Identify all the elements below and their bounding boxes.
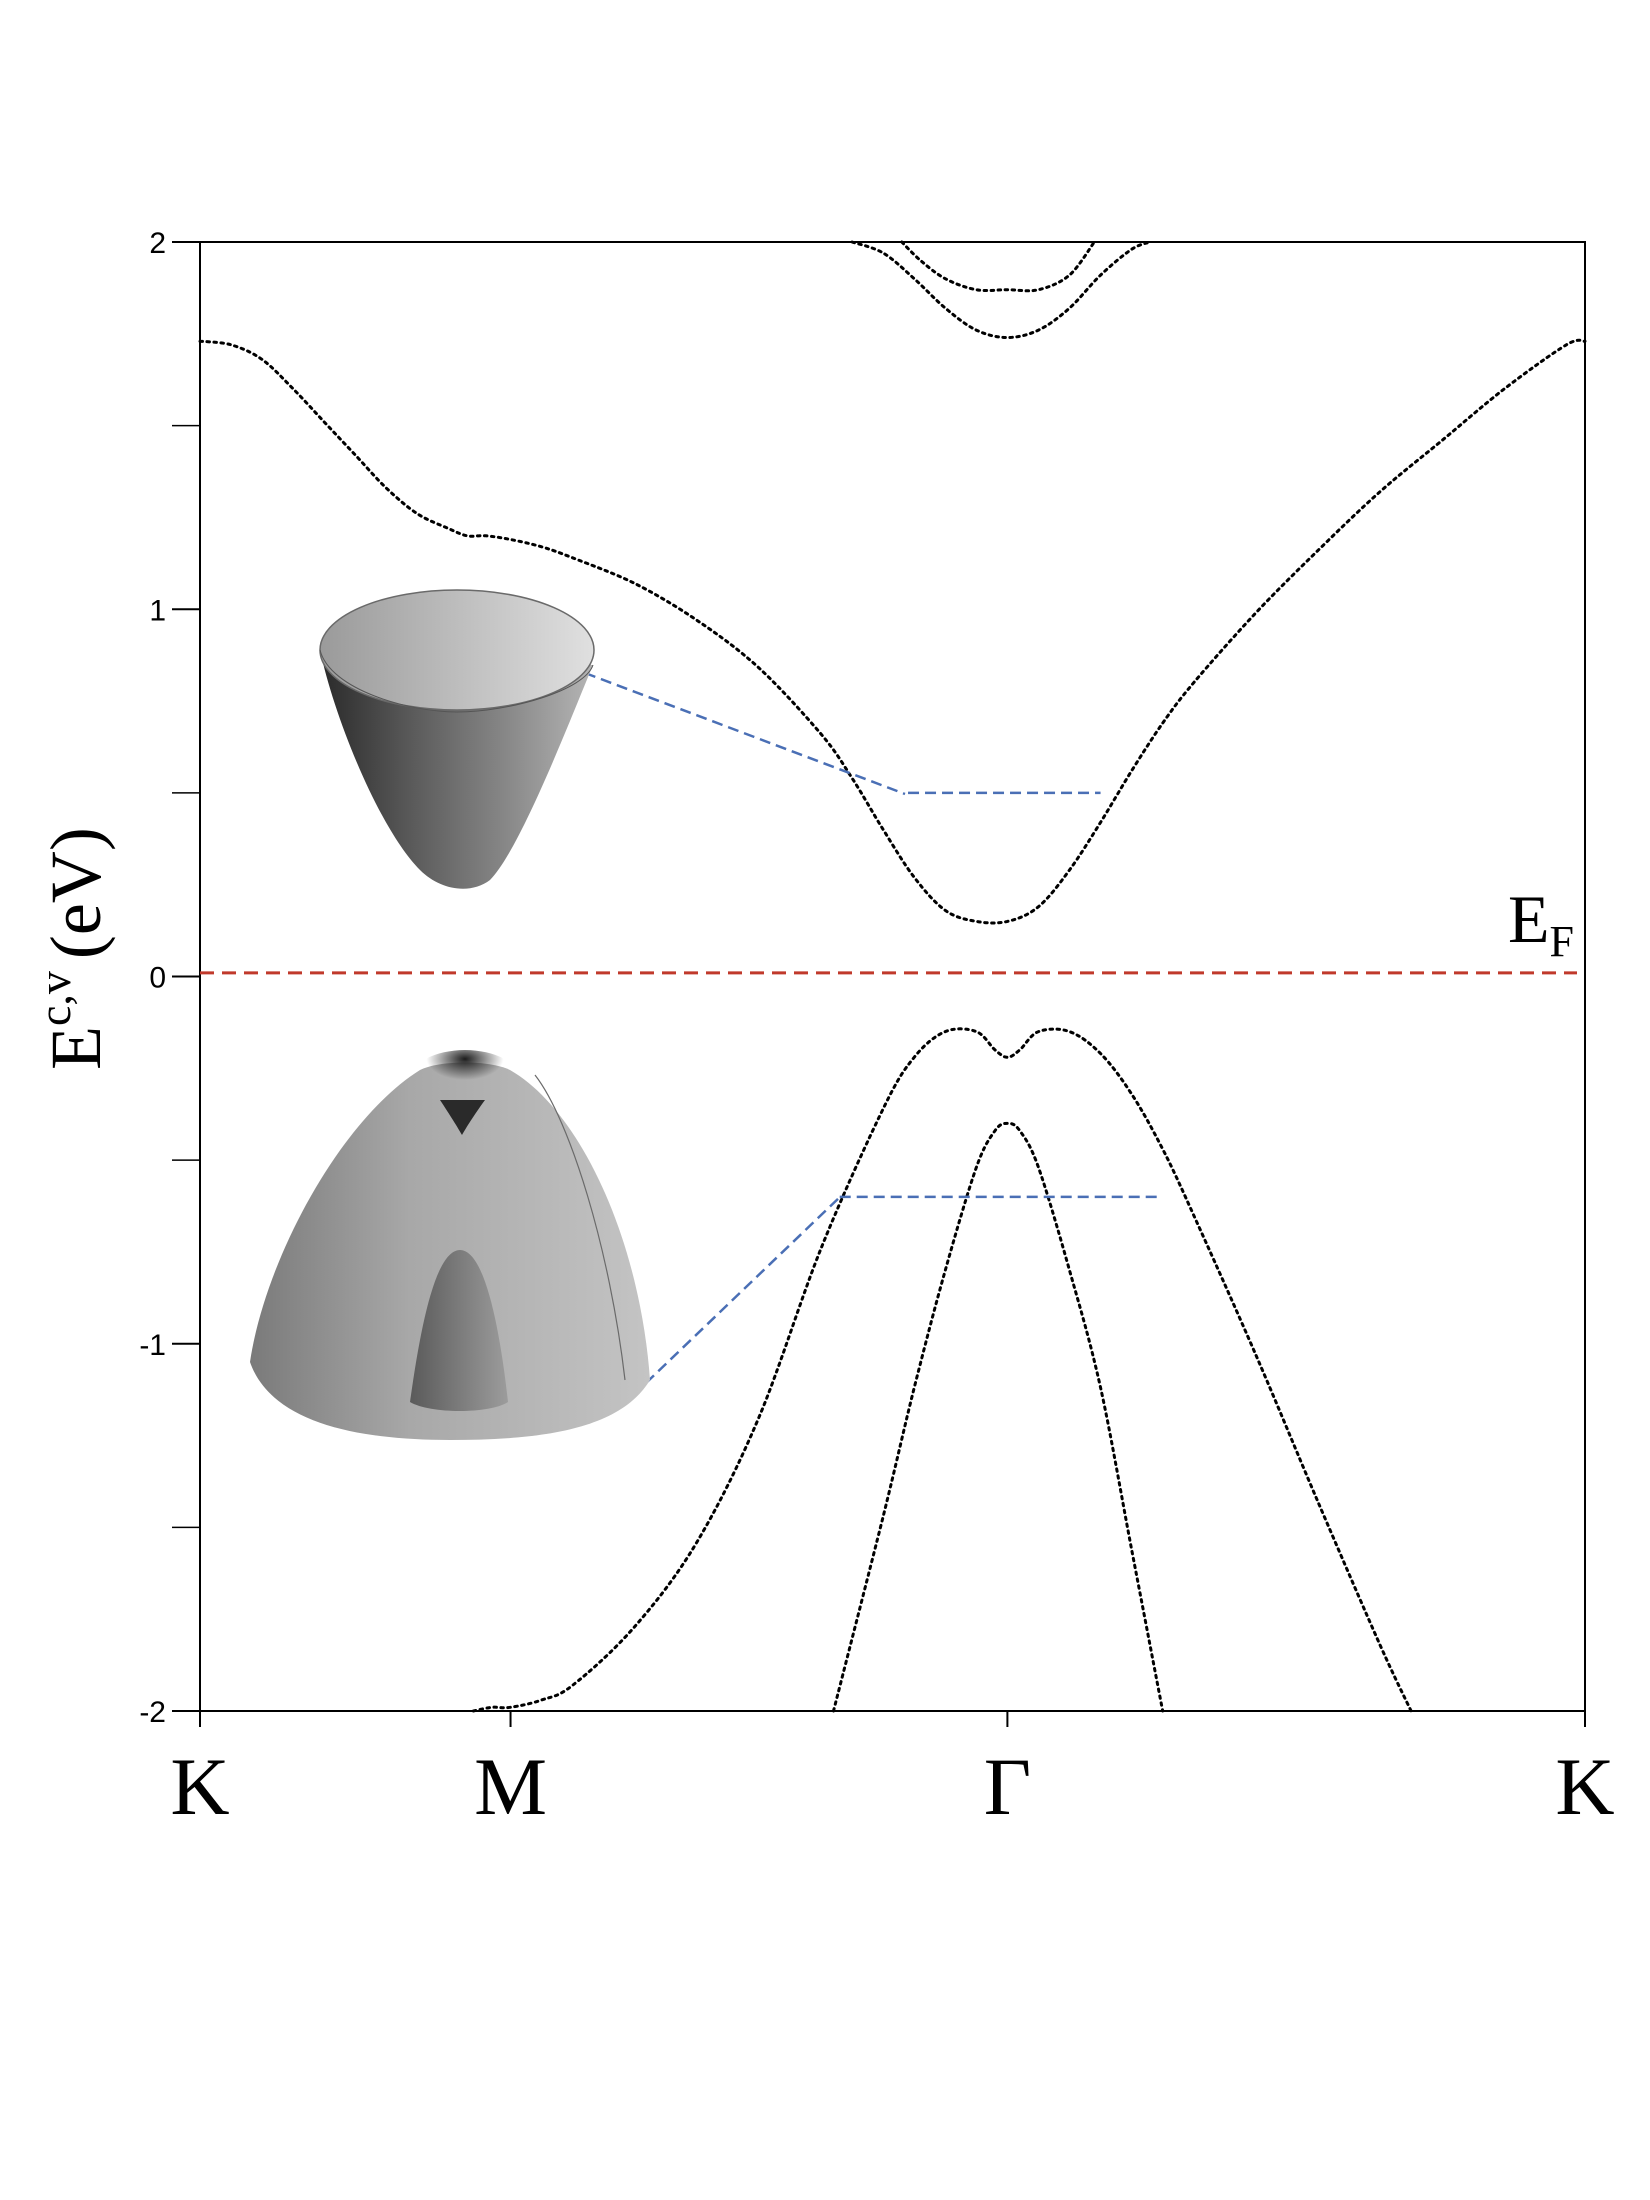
band-series-4 — [471, 1027, 1413, 1713]
conduction-inset-connector — [584, 671, 906, 796]
y-tick-label: -2 — [139, 1696, 166, 1729]
k-point-label: K — [170, 1741, 229, 1832]
y-tick-label: 2 — [149, 227, 166, 260]
y-tick-label: 1 — [149, 594, 166, 627]
plot-frame — [199, 241, 1586, 1712]
k-point-label: Γ — [984, 1741, 1031, 1832]
valence-band-dome-inset — [250, 1050, 650, 1440]
y-axis: 2 1 0 -1 -2 — [139, 227, 200, 1729]
band-series-3 — [900, 240, 1096, 293]
k-point-label: K — [1555, 1741, 1614, 1832]
k-point-label: M — [474, 1741, 547, 1832]
band-curves — [198, 240, 1587, 1713]
y-tick-label: -1 — [139, 1329, 166, 1362]
y-axis-title: Ec,v (eV) — [29, 827, 116, 1070]
y-axis-title-superscript: c,v — [29, 971, 80, 1026]
valence-inset-connector — [645, 1194, 843, 1384]
fermi-level-label-main: E — [1508, 881, 1550, 957]
band-series-1 — [198, 338, 1587, 925]
fermi-level-label-subscript: F — [1550, 917, 1574, 966]
y-axis-title-main: E — [36, 1026, 116, 1070]
constant-energy-cuts — [839, 791, 1163, 1199]
fermi-level-label: EF — [1508, 881, 1574, 966]
y-tick-label: 0 — [149, 962, 166, 995]
band-series-5 — [832, 1121, 1165, 1713]
y-axis-title-unit: (eV) — [36, 827, 116, 959]
band-series-2 — [850, 240, 1152, 340]
conduction-band-paraboloid-inset — [319, 589, 595, 889]
